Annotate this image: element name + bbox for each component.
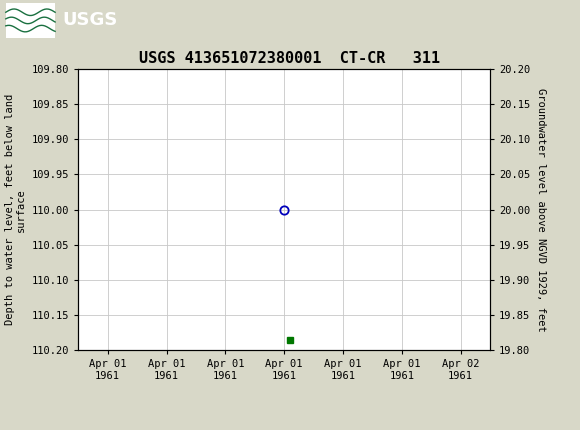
Text: USGS: USGS [63, 12, 118, 29]
Y-axis label: Depth to water level, feet below land
surface: Depth to water level, feet below land su… [5, 94, 26, 325]
Text: USGS 413651072380001  CT-CR   311: USGS 413651072380001 CT-CR 311 [139, 51, 441, 65]
FancyBboxPatch shape [6, 3, 55, 37]
Y-axis label: Groundwater level above NGVD 1929, feet: Groundwater level above NGVD 1929, feet [536, 88, 546, 332]
Legend: Period of approved data: Period of approved data [181, 429, 387, 430]
